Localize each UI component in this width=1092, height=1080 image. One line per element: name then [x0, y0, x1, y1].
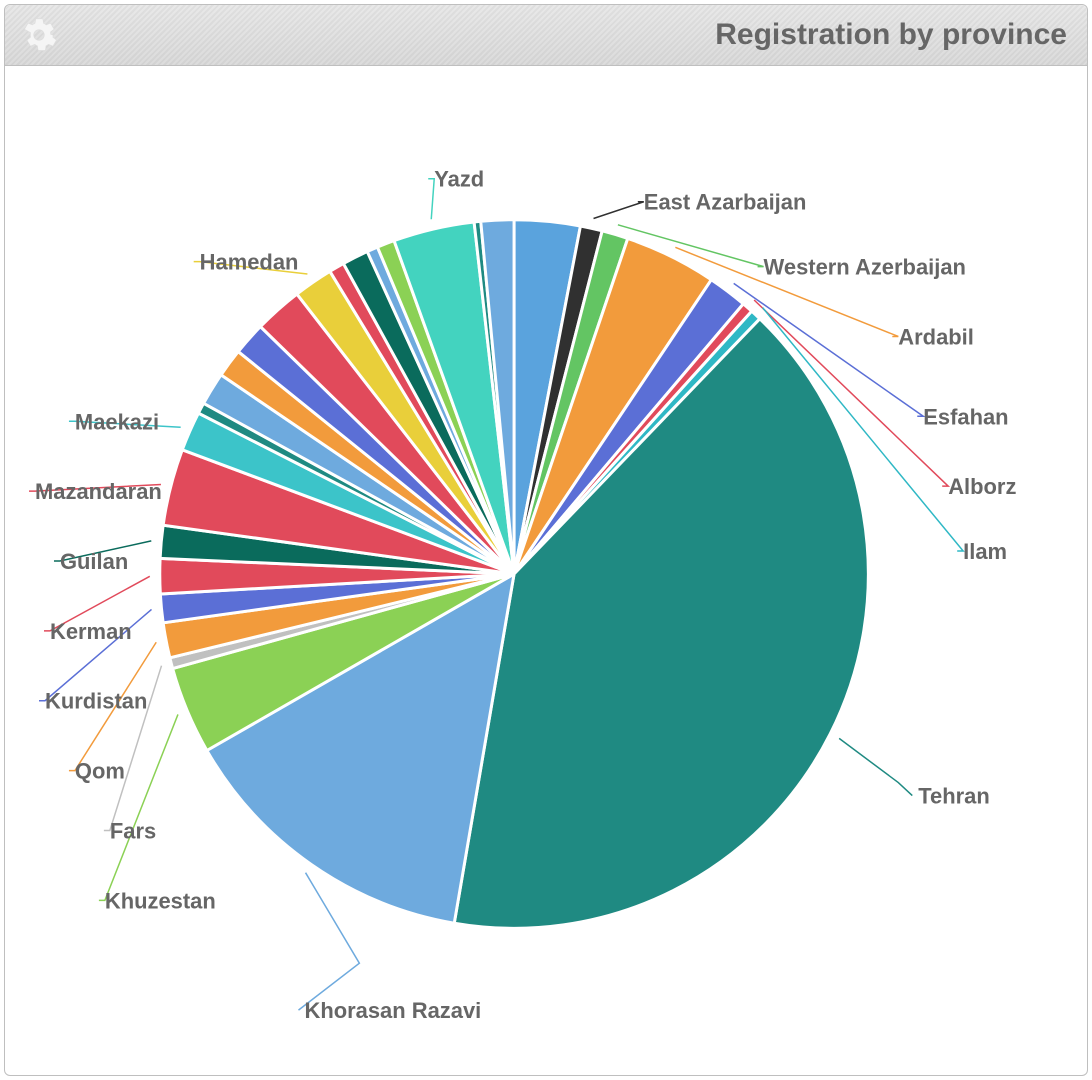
slice-label: Esfahan [923, 404, 1008, 429]
slice-label: Kerman [50, 619, 132, 644]
slice-label: East Azarbaijan [644, 190, 807, 215]
widget-title: Registration by province [715, 5, 1067, 65]
slice-label: Ilam [963, 539, 1007, 564]
widget-panel: Registration by province East Azarbaijan… [4, 4, 1088, 1076]
pie-svg: East Azarbaijan Western Azerbaijan Ardabil… [5, 65, 1087, 1075]
slice-label: Fars [110, 818, 156, 843]
slice-label: Khorasan Razavi [304, 998, 481, 1023]
slice-label: Khuzestan [105, 888, 216, 913]
slice-label: Tehran [918, 784, 990, 809]
gear-icon[interactable] [21, 17, 57, 53]
slice-label: Qom [75, 759, 125, 784]
leader-line [99, 714, 178, 900]
widget-header: Registration by province [5, 5, 1087, 66]
slice-label: Western Azerbaijan [764, 255, 966, 280]
slice-label: Kurdistan [45, 689, 147, 714]
slice-label: Guilan [60, 549, 128, 574]
leader-line [839, 738, 912, 795]
leader-line [298, 873, 359, 1010]
slice-label: Hamedan [200, 250, 299, 275]
slice-label: Mazandaran [35, 479, 162, 504]
slice-label: Maekazi [75, 409, 159, 434]
slice-label: Yazd [434, 167, 484, 192]
leader-line [594, 202, 644, 219]
slice-label: Alborz [948, 474, 1016, 499]
pie-chart: East Azarbaijan Western Azerbaijan Ardabil… [5, 65, 1087, 1075]
slice-label: Ardabil [898, 324, 974, 349]
